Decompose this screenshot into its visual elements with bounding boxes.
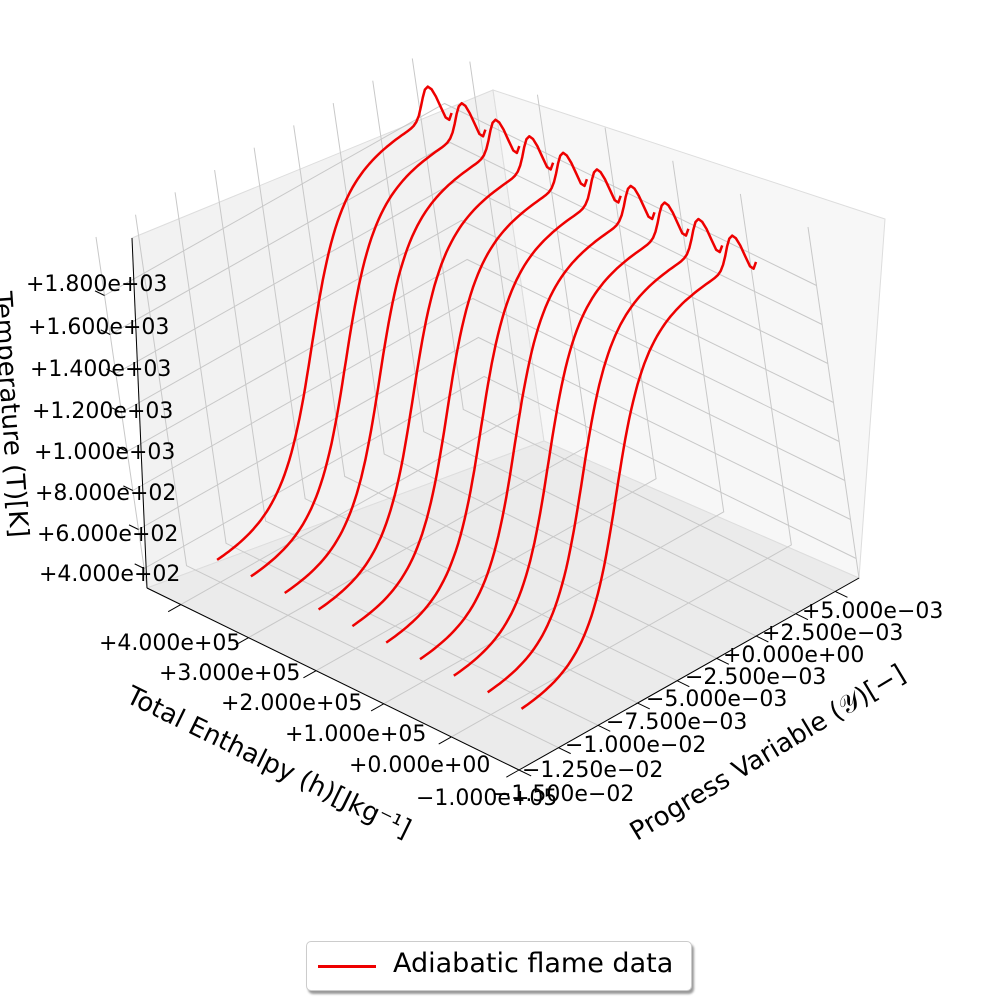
x-tick [438, 736, 452, 745]
grid-line [383, 160, 725, 705]
x-tick [235, 637, 249, 646]
x-tick-label: −1.000e+05 [416, 786, 557, 811]
legend-line-swatch [318, 965, 376, 968]
z-tick-label: +1.200e+03 [32, 399, 173, 424]
y-axis-line [518, 577, 860, 771]
x-tick [303, 670, 317, 679]
x-tick-label: +2.000e+05 [221, 691, 362, 716]
flame-curve [419, 184, 656, 661]
y-tick [676, 680, 690, 688]
z-tick [106, 368, 117, 374]
x-tick-label: +1.000e+05 [285, 722, 426, 747]
z-tick-label: +1.000e+03 [34, 440, 175, 465]
grid-line [104, 102, 817, 296]
z-tick-labels: +1.800e+03 +1.600e+03 +1.400e+03 +1.200e… [26, 272, 180, 587]
grid-line [138, 336, 851, 530]
flame-curve [385, 168, 622, 644]
y-tick [755, 635, 769, 643]
z-tick [134, 563, 145, 569]
legend-label: Adiabatic flame data [393, 948, 674, 979]
y-tick-label: −2.500e−03 [685, 665, 826, 690]
flame-curve [250, 101, 487, 578]
x-tick-label: +0.000e+00 [349, 753, 490, 778]
y-tick-label: +5.000e−03 [802, 599, 943, 624]
axis-edges [131, 237, 860, 771]
y-tick-labels: +5.000e−03 +2.500e−03 +0.000e+00 −2.500e… [493, 599, 943, 807]
grid-line [109, 141, 823, 335]
grid-line [253, 147, 678, 682]
grid-line [315, 127, 657, 672]
z-tick-label: +1.800e+03 [26, 272, 167, 297]
z-tick [100, 329, 111, 335]
x-tick [370, 703, 384, 712]
y-tick-label: −1.250e−02 [522, 758, 663, 783]
y-tick [835, 590, 848, 598]
grid-line [451, 193, 792, 738]
grid-line [214, 169, 638, 704]
grid-line [174, 192, 599, 726]
z-tick-label: +8.000e+02 [35, 481, 176, 506]
y-tick [716, 657, 730, 665]
y-tick [558, 747, 571, 755]
y-tick-label: +0.000e+00 [723, 643, 864, 668]
x-tick-label: +3.000e+05 [159, 661, 300, 686]
z-tick [117, 446, 128, 452]
flame-curve [216, 85, 453, 561]
y-tick [637, 702, 650, 710]
grid-line [115, 180, 829, 374]
grid-line [121, 219, 834, 413]
z-axis-line [131, 237, 148, 589]
y-tick-label: −1.500e−02 [493, 782, 634, 807]
flame-curve [486, 217, 724, 694]
data-curves [216, 85, 758, 710]
z-tick-label: +1.600e+03 [28, 315, 169, 340]
z-tick [123, 485, 134, 491]
grid-line [126, 258, 840, 452]
y-tick-label: −7.500e−03 [606, 710, 747, 735]
z-tick [94, 290, 105, 296]
x-tick [167, 604, 182, 613]
grid-line [132, 297, 846, 491]
x-axis-line [146, 587, 520, 771]
y-tick [518, 769, 532, 777]
grid-line [135, 214, 559, 749]
y-tick-label: −1.000e−02 [565, 733, 706, 758]
flame-curve [520, 234, 758, 710]
z-tick-label: +4.000e+02 [39, 562, 180, 587]
legend: Adiabatic flame data [306, 941, 692, 991]
grid-line [411, 58, 836, 592]
tick-marks [94, 290, 848, 778]
z-tick-label: +1.400e+03 [30, 357, 171, 382]
y-tick-label: −5.000e−03 [646, 687, 787, 712]
y-tick [795, 613, 809, 621]
z-tick-label: +6.000e+02 [37, 522, 178, 547]
flame-curve [453, 201, 690, 677]
y-tick [597, 724, 611, 732]
x-tick-labels: +4.000e+05 +3.000e+05 +2.000e+05 +1.000e… [99, 631, 557, 811]
x-tick [506, 769, 520, 778]
z-tick [111, 407, 122, 413]
y-tick-label: +2.500e−03 [762, 621, 903, 646]
flame-curve [317, 135, 555, 611]
grid-line [293, 125, 717, 659]
flame-curve [351, 151, 589, 628]
grid-line [143, 375, 857, 569]
flame-curve [283, 118, 521, 595]
x-tick-label: +4.000e+05 [99, 631, 240, 656]
z-tick [128, 524, 139, 530]
grid-line [332, 102, 757, 637]
